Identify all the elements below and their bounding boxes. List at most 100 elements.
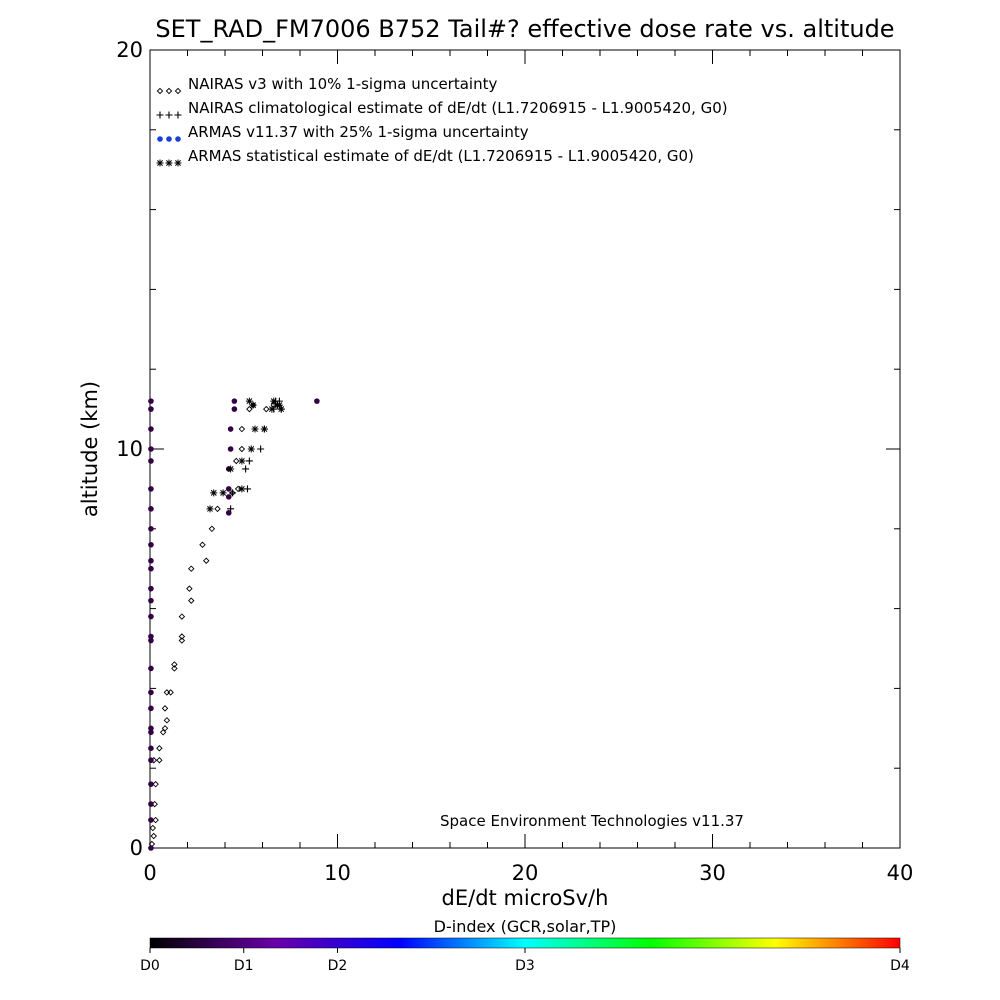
armas-point <box>148 458 154 464</box>
x-tick-label: 0 <box>143 861 156 885</box>
x-axis-label: dE/dt microSv/h <box>442 886 609 910</box>
legend-marker <box>174 87 182 95</box>
series-armas-stat-point <box>206 397 285 513</box>
nairas-point <box>188 565 195 572</box>
nairas-point <box>178 637 186 644</box>
armas-stat-point <box>270 397 278 405</box>
legend-item: NAIRAS v3 with 10% 1-sigma uncertainty <box>156 75 497 95</box>
colorbar <box>149 937 901 949</box>
armas-point <box>148 526 154 532</box>
nairas-point <box>163 717 171 724</box>
armas-stat-point <box>238 457 246 465</box>
armas-point <box>148 585 154 592</box>
legend-marker <box>175 136 181 142</box>
nairas-point <box>178 633 186 640</box>
armas-point <box>148 781 154 787</box>
x-tick-label: 20 <box>512 861 539 885</box>
legend-label: ARMAS statistical estimate of dE/dt (L1.… <box>188 147 694 165</box>
nairas-clim-point <box>245 457 253 465</box>
nairas-point <box>171 665 178 672</box>
armas-point <box>148 757 154 764</box>
y-tick-label: 20 <box>116 38 143 62</box>
nairas-point <box>152 780 159 788</box>
legend-label: NAIRAS climatological estimate of dE/dt … <box>188 99 728 117</box>
nairas-point <box>238 425 246 433</box>
colorbar-label: D0 <box>140 958 160 974</box>
nairas-point <box>214 505 221 513</box>
armas-stat-point <box>249 401 257 409</box>
armas-point <box>148 565 154 572</box>
armas-point <box>148 613 154 620</box>
armas-stat-point <box>260 425 268 433</box>
armas-point <box>148 725 154 732</box>
armas-stat-point <box>227 465 235 473</box>
nairas-point <box>234 485 242 493</box>
data-marks <box>148 397 320 851</box>
legend-marker <box>174 159 182 167</box>
nairas-point <box>203 557 210 564</box>
nairas-point <box>186 585 193 592</box>
armas-point <box>231 406 238 412</box>
nairas-point <box>188 597 195 604</box>
x-tick-label: 40 <box>887 861 914 885</box>
nairas-point <box>171 661 178 668</box>
colorbar-title: D-index (GCR,solar,TP) <box>434 917 617 936</box>
armas-stat-point <box>206 505 214 513</box>
colorbar-label: D2 <box>328 958 348 974</box>
nairas-clim-point <box>257 445 265 453</box>
series-nairas-clim-point <box>227 397 285 513</box>
legend-item: ARMAS v11.37 with 25% 1-sigma uncertaint… <box>157 123 529 142</box>
legend-marker <box>157 136 163 142</box>
armas-point <box>231 398 238 404</box>
armas-point <box>148 398 154 404</box>
colorbar-label: D4 <box>890 958 910 974</box>
colorbar-label: D1 <box>234 958 254 974</box>
armas-point <box>225 510 232 516</box>
armas-point <box>148 845 154 851</box>
nairas-clim-point <box>242 465 250 473</box>
armas-stat-point <box>251 425 259 433</box>
nairas-point <box>199 541 206 548</box>
legend-marker <box>165 111 173 119</box>
nairas-point <box>233 457 240 465</box>
armas-point <box>314 398 320 404</box>
chart-title: SET_RAD_FM7006 B752 Tail#? effective dos… <box>155 15 894 43</box>
nairas-point <box>159 729 167 736</box>
credit-annotation: Space Environment Technologies v11.37 <box>440 812 744 830</box>
armas-stat-point <box>245 397 253 405</box>
nairas-point <box>246 405 253 413</box>
x-tick-label: 30 <box>699 861 726 885</box>
legend-marker <box>174 111 182 119</box>
nairas-point <box>238 445 246 453</box>
colorbar-label: D3 <box>515 958 535 974</box>
armas-point <box>148 557 154 564</box>
legend-label: ARMAS v11.37 with 25% 1-sigma uncertaint… <box>188 123 529 141</box>
nairas-point <box>263 405 270 413</box>
legend-item: ARMAS statistical estimate of dE/dt (L1.… <box>156 147 694 167</box>
nairas-point <box>161 705 169 712</box>
nairas-point <box>150 832 157 840</box>
legend-marker <box>156 111 164 119</box>
armas-point <box>148 541 154 548</box>
armas-stat-point <box>219 489 227 497</box>
armas-point <box>148 637 154 644</box>
armas-point <box>148 406 154 412</box>
armas-point <box>148 446 154 452</box>
armas-stat-point <box>210 489 218 497</box>
armas-stat-point <box>247 445 255 453</box>
armas-point <box>225 486 232 492</box>
nairas-point <box>163 689 171 696</box>
armas-stat-point <box>268 405 276 413</box>
x-tick-label: 10 <box>324 861 351 885</box>
armas-point <box>148 689 154 696</box>
nairas-point <box>161 725 169 732</box>
armas-point <box>227 426 234 432</box>
armas-point <box>148 745 154 752</box>
legend-label: NAIRAS v3 with 10% 1-sigma uncertainty <box>188 75 497 93</box>
armas-point <box>148 705 154 712</box>
colorbar-labels: D0 D1 D2 D3 D4 <box>140 948 910 974</box>
armas-point <box>148 665 154 672</box>
y-tick-label: 10 <box>116 437 143 461</box>
nairas-point <box>152 816 159 824</box>
